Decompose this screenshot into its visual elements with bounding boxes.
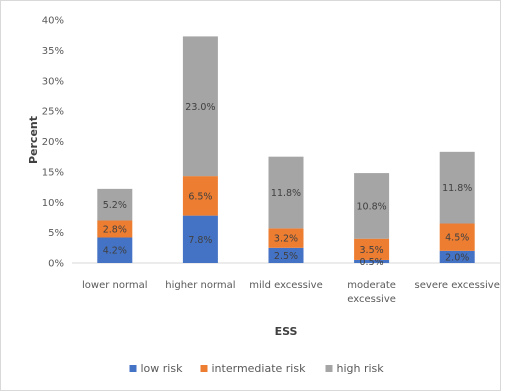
data-label: 11.8% — [271, 188, 301, 199]
bar-segment — [97, 220, 133, 238]
data-label: 10.8% — [357, 201, 387, 212]
data-label: 4.5% — [445, 233, 469, 244]
data-label: 2.8% — [103, 224, 127, 235]
bar-segment — [182, 36, 218, 177]
bar-segment — [354, 238, 390, 260]
y-tick-label: 40% — [42, 16, 64, 27]
y-tick-label: 30% — [42, 76, 64, 87]
y-tick-label: 20% — [42, 137, 64, 148]
y-tick-label: 0% — [48, 259, 64, 270]
bar-segment — [182, 215, 218, 263]
y-axis-label: Percent — [27, 116, 40, 164]
x-axis-label: ESS — [275, 325, 298, 338]
legend-label: low risk — [141, 362, 184, 375]
data-label: 7.8% — [188, 235, 212, 246]
category-label: severe excessive — [415, 280, 500, 291]
bar-segment — [97, 237, 133, 263]
bar-segment — [268, 228, 304, 248]
data-label: 3.2% — [274, 234, 298, 245]
bar-segment — [97, 188, 133, 221]
data-labels-group: 4.2% 2.8% 5.2% 7.8% 6.5% 23.0% 2.5% 3.2% 11.8% 0.… — [103, 102, 473, 268]
bars-group — [97, 36, 475, 263]
legend: low risk intermediate risk high risk — [129, 362, 385, 375]
bar-segment — [268, 247, 304, 263]
y-tick-label: 5% — [48, 228, 64, 239]
y-tick-label: 15% — [42, 167, 64, 178]
data-label: 2.0% — [445, 252, 469, 263]
category-labels: lower normal higher normal mild excessive m… — [82, 280, 500, 305]
data-label: 23.0% — [185, 102, 215, 113]
legend-label: high risk — [337, 362, 385, 375]
category-label: moderate — [347, 280, 396, 291]
legend-swatch — [129, 365, 137, 372]
data-label: 0.5% — [360, 257, 384, 268]
data-label: 4.2% — [103, 246, 127, 257]
y-axis-ticks: 0% 5% 10% 15% 20% 25% 30% 35% 40% — [42, 16, 64, 270]
bar-segment — [354, 259, 390, 263]
bar-segment — [439, 223, 475, 251]
bar-segment — [354, 173, 390, 239]
data-label: 5.2% — [103, 200, 127, 211]
y-tick-label: 10% — [42, 198, 64, 209]
data-label: 11.8% — [442, 183, 472, 194]
y-tick-label: 25% — [42, 107, 64, 118]
category-label: higher normal — [165, 280, 235, 291]
y-tick-label: 35% — [42, 46, 64, 57]
data-label: 2.5% — [274, 251, 298, 262]
category-label: lower normal — [82, 280, 148, 291]
data-label: 3.5% — [360, 245, 384, 256]
data-label: 6.5% — [188, 191, 212, 202]
category-label: mild excessive — [249, 280, 322, 291]
bar-segment — [439, 250, 475, 263]
legend-label: intermediate risk — [212, 362, 307, 375]
legend-swatch — [325, 365, 333, 372]
bar-segment — [182, 176, 218, 216]
bar-segment — [439, 151, 475, 224]
bar-segment — [268, 156, 304, 229]
legend-swatch — [200, 365, 208, 372]
category-label: excessive — [347, 294, 396, 305]
